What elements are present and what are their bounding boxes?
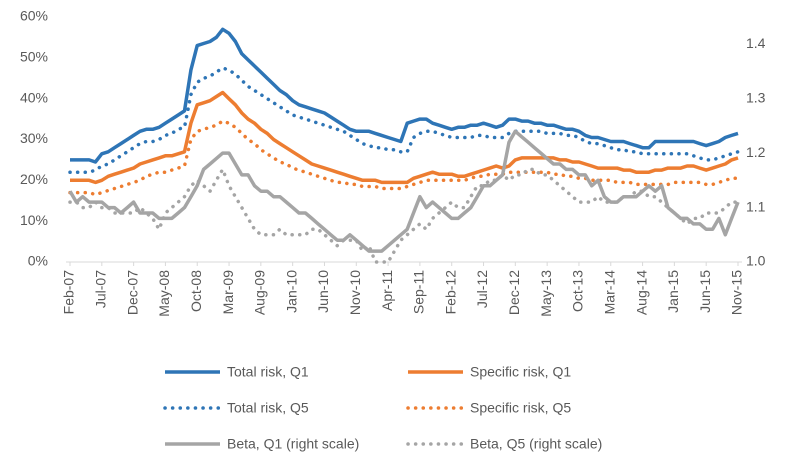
x-tick-label: Aug-09: [252, 270, 268, 315]
x-tick-label: Mar-09: [220, 270, 236, 315]
x-tick-label: May-13: [538, 270, 554, 317]
legend-label: Total risk, Q1: [227, 364, 309, 380]
x-tick-label: Nov-15: [729, 270, 745, 315]
x-tick-label: Dec-07: [124, 270, 140, 315]
x-tick-label: Apr-11: [379, 270, 395, 311]
legend-label: Total risk, Q5: [227, 400, 309, 416]
legend-label: Beta, Q1 (right scale): [227, 436, 359, 452]
y2-tick-label: 1.1: [746, 198, 766, 214]
legend-label: Specific risk, Q1: [470, 364, 571, 380]
legend-label: Specific risk, Q5: [470, 400, 571, 416]
x-tick-label: Feb-12: [442, 270, 458, 315]
y-tick-label: 0%: [28, 253, 48, 269]
y2-tick-label: 1.3: [746, 89, 766, 105]
y-tick-label: 60%: [20, 8, 48, 24]
y-tick-label: 30%: [20, 130, 48, 146]
x-tick-label: Oct-13: [570, 270, 586, 312]
y2-tick-label: 1.2: [746, 144, 766, 160]
x-tick-label: Sep-11: [411, 270, 427, 314]
x-tick-label: Dec-12: [506, 270, 522, 315]
y2-tick-label: 1.4: [746, 35, 766, 51]
series-line: [68, 167, 740, 264]
x-tick-label: Jun-15: [697, 270, 713, 313]
x-tick-label: Nov-10: [347, 270, 363, 315]
x-tick-label: Feb-07: [61, 270, 77, 315]
x-tick-label: Oct-08: [188, 270, 204, 312]
legend-label: Beta, Q5 (right scale): [470, 436, 602, 452]
series-line: [70, 27, 739, 164]
x-tick-label: Jul-12: [474, 270, 490, 308]
y-tick-label: 40%: [20, 89, 48, 105]
x-tick-label: Jun-10: [315, 270, 331, 313]
x-tick-label: Jan-15: [665, 270, 681, 313]
x-tick-label: Aug-14: [633, 270, 649, 315]
y-tick-label: 50%: [20, 49, 48, 65]
y2-tick-label: 1.0: [746, 253, 766, 269]
series-line: [68, 129, 740, 253]
series-line: [68, 66, 740, 174]
x-tick-label: Jul-07: [93, 270, 109, 308]
y-tick-label: 10%: [20, 212, 48, 228]
x-tick-label: Jan-10: [283, 270, 299, 313]
y-tick-label: 20%: [20, 171, 48, 187]
x-tick-label: May-08: [156, 270, 172, 317]
series-line: [70, 90, 739, 185]
x-tick-label: Mar-14: [601, 270, 617, 315]
